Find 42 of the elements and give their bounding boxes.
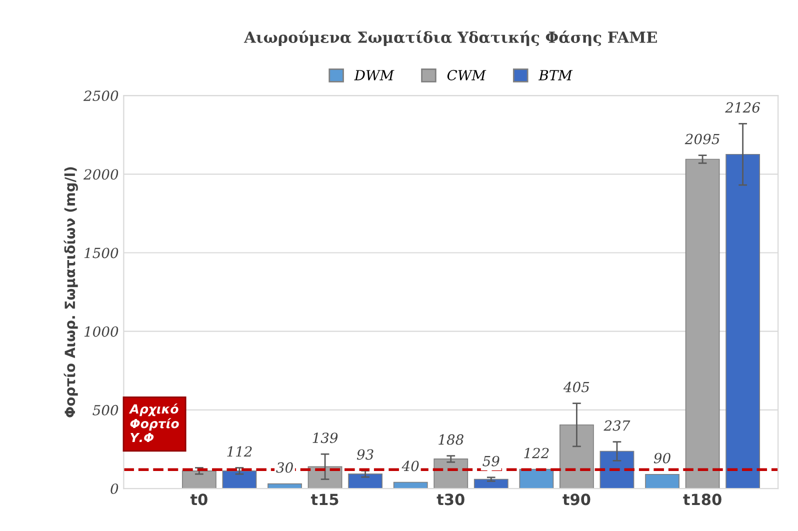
- bar: [393, 482, 428, 489]
- x-tick-label: t15: [310, 494, 338, 506]
- data-label: 59: [482, 456, 500, 466]
- x-tick-label: t180: [683, 494, 722, 506]
- y-axis-title: Φορτίο Αιωρ. Σωματιδίων (mg/l): [64, 167, 78, 418]
- y-tick-label: 500: [92, 404, 118, 416]
- bar: [348, 473, 382, 489]
- legend-label: DWM: [354, 70, 394, 80]
- data-label: 90: [654, 452, 670, 464]
- bar: [474, 478, 508, 489]
- y-tick-label: 1500: [84, 248, 118, 258]
- y-tick-label: 2000: [83, 169, 118, 180]
- chart-title: Αιωρούμενα Σωματίδια Υδατικής Φάσης FAME: [244, 30, 657, 46]
- legend-label: BTΜ: [538, 70, 573, 80]
- ref-line-label: Αρχικό Φορτίο Υ.Φ: [128, 403, 179, 442]
- data-label: 122: [524, 448, 549, 458]
- y-tick-label: 0: [110, 483, 118, 494]
- y-tick-label: 2500: [83, 90, 118, 102]
- data-label: 112: [227, 446, 252, 457]
- data-label: 40: [402, 460, 419, 472]
- data-label: 30: [276, 462, 293, 473]
- bar: [222, 470, 257, 489]
- data-label: 139: [312, 432, 338, 444]
- bar: [560, 424, 594, 489]
- bar: [645, 474, 680, 489]
- data-label: 93: [356, 449, 374, 460]
- y-tick-label: 1000: [84, 326, 118, 337]
- bar: [182, 470, 216, 489]
- bar: [519, 468, 554, 489]
- data-label: 237: [604, 420, 630, 431]
- legend-label: CWM: [447, 70, 486, 80]
- x-tick-label: t0: [190, 494, 208, 506]
- data-label: 405: [563, 382, 590, 392]
- data-label: 2095: [684, 134, 720, 144]
- bar: [726, 154, 760, 489]
- bar: [600, 450, 634, 489]
- bar: [434, 458, 468, 489]
- x-tick-label: t30: [436, 494, 464, 506]
- x-tick-label: t90: [562, 494, 590, 506]
- bar: [685, 158, 720, 489]
- data-label: 188: [438, 434, 464, 445]
- data-label: 2126: [725, 102, 760, 113]
